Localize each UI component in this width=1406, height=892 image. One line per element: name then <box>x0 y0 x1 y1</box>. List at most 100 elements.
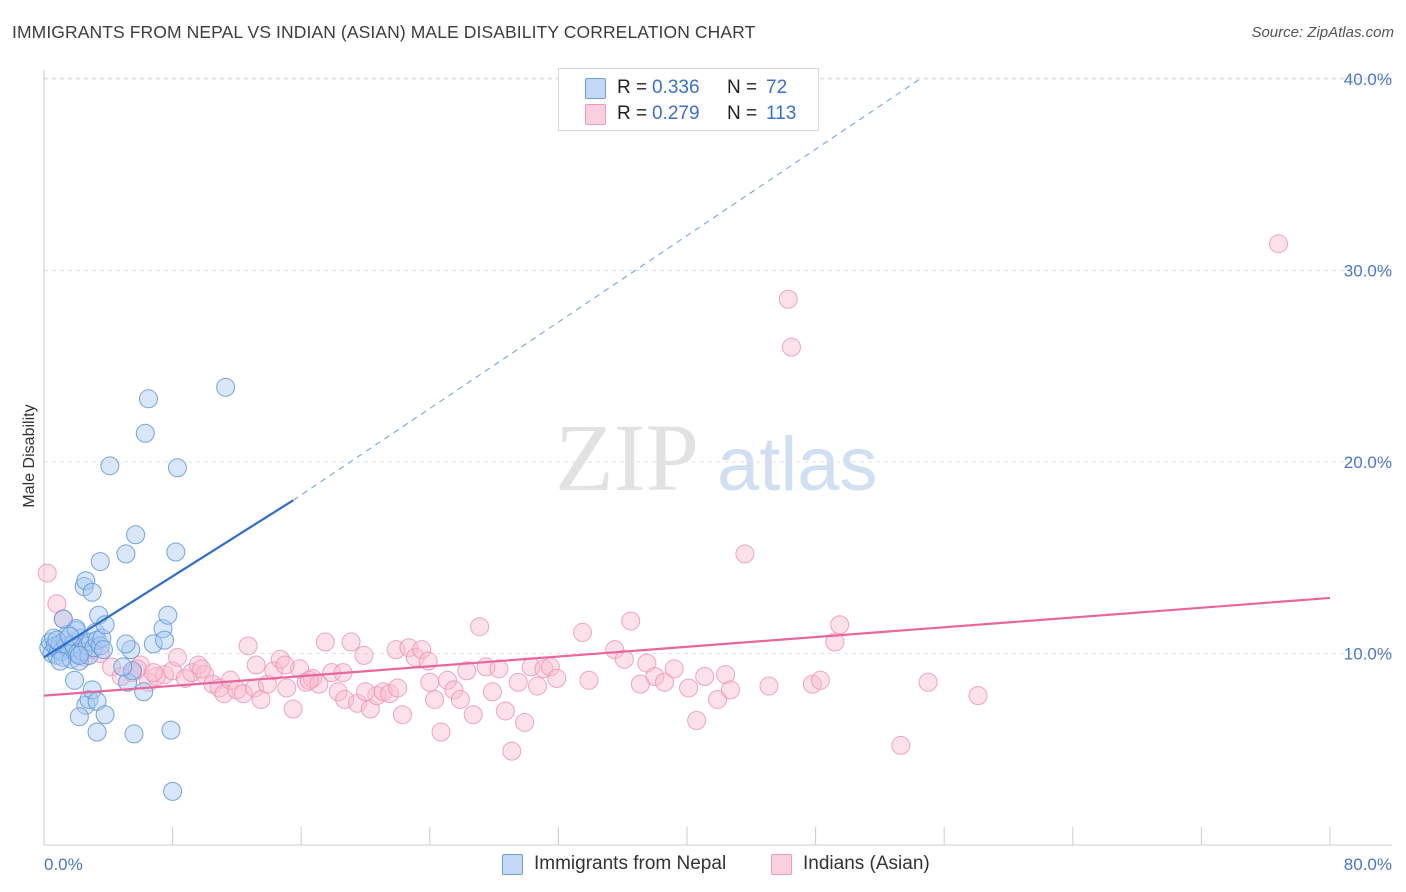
data-point <box>116 634 136 654</box>
data-point <box>93 640 113 660</box>
data-point <box>158 605 178 625</box>
data-point <box>335 689 355 709</box>
data-point <box>356 682 375 702</box>
y-tick-label: 30.0% <box>1344 262 1392 281</box>
data-point <box>891 735 911 755</box>
data-point <box>135 423 155 443</box>
y-tick-labels: 10.0% 20.0% 30.0% 40.0% <box>1344 70 1392 664</box>
data-point <box>759 676 779 696</box>
data-point <box>82 680 102 700</box>
data-point <box>781 337 801 357</box>
data-point <box>87 722 107 742</box>
legend-label-indian: Indians (Asian) <box>803 853 930 874</box>
data-point <box>161 720 181 740</box>
data-point <box>90 552 110 572</box>
trend-lines <box>43 78 1331 697</box>
data-point <box>420 672 440 692</box>
trendline-nepal-extension <box>292 78 921 501</box>
watermark-zip: ZIP <box>555 404 699 511</box>
data-point <box>515 712 535 732</box>
data-point <box>825 632 845 652</box>
data-point <box>508 672 528 692</box>
data-point <box>116 544 136 564</box>
data-point <box>246 655 266 675</box>
data-point <box>534 659 554 679</box>
data-point <box>425 689 445 709</box>
data-point <box>126 525 146 545</box>
x-ticks <box>172 827 1331 845</box>
legend-n-value: 72 <box>766 77 788 98</box>
data-point <box>720 680 740 700</box>
data-point <box>163 781 183 801</box>
data-point <box>645 666 665 686</box>
data-point <box>354 645 374 665</box>
data-point <box>679 678 699 698</box>
legend-swatch-indian <box>771 854 792 875</box>
data-point <box>502 741 522 761</box>
data-point <box>238 636 258 656</box>
data-point <box>431 722 451 742</box>
data-point <box>275 655 295 675</box>
data-point <box>621 611 641 631</box>
legend-swatch-nepal <box>502 854 523 875</box>
data-point <box>463 705 483 725</box>
data-point <box>264 661 284 681</box>
data-point <box>573 622 593 642</box>
source-credit: Source: ZipAtlas.com <box>1251 24 1394 41</box>
data-point <box>457 661 477 681</box>
data-point <box>167 647 187 667</box>
grid-lines <box>44 77 1392 654</box>
data-point <box>341 632 361 652</box>
data-point <box>735 544 755 564</box>
data-point <box>528 676 548 696</box>
data-point <box>283 699 303 719</box>
y-axis-label: Male Disability <box>21 404 38 507</box>
data-point <box>388 678 408 698</box>
data-point <box>277 678 297 698</box>
data-point <box>50 651 70 671</box>
data-point <box>37 563 57 583</box>
data-point <box>122 661 142 681</box>
y-tick-label: 10.0% <box>1344 645 1392 664</box>
data-point <box>188 655 208 675</box>
data-point <box>100 456 120 476</box>
data-point <box>664 659 684 679</box>
data-point <box>138 389 158 409</box>
data-point <box>1269 234 1289 254</box>
data-point <box>495 701 515 721</box>
x-tick-label-min: 0.0% <box>44 855 83 874</box>
trendline-indian <box>43 596 1331 697</box>
legend-r-label: R = <box>617 103 648 124</box>
data-point <box>412 640 432 660</box>
data-point <box>392 705 412 725</box>
y-tick-label: 20.0% <box>1344 453 1392 472</box>
data-point <box>778 289 798 309</box>
data-point <box>918 672 938 692</box>
data-point <box>192 659 212 679</box>
data-point <box>328 682 348 702</box>
data-point <box>450 689 470 709</box>
data-point <box>82 582 102 602</box>
axes <box>43 70 1392 846</box>
data-point <box>90 636 110 656</box>
data-point <box>69 645 89 665</box>
data-point <box>482 682 502 702</box>
data-point <box>347 693 367 713</box>
data-point <box>143 663 163 683</box>
data-point <box>65 670 85 690</box>
data-point <box>95 705 115 725</box>
legend-swatch-nepal <box>585 78 606 99</box>
legend-r-value: 0.279 <box>652 103 700 124</box>
data-point <box>53 647 73 667</box>
data-point <box>76 571 96 591</box>
data-point <box>605 640 625 660</box>
data-point <box>614 649 634 669</box>
series-legend: Immigrants from Nepal Indians (Asian) <box>0 850 1406 878</box>
data-point <box>654 672 674 692</box>
data-point <box>547 668 567 688</box>
data-point <box>118 672 138 692</box>
watermark-atlas: atlas <box>717 422 878 507</box>
data-point <box>444 680 464 700</box>
data-point <box>166 542 186 562</box>
